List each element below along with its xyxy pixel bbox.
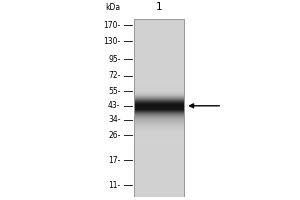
Text: 55-: 55- xyxy=(108,87,121,96)
Text: 34-: 34- xyxy=(108,115,121,124)
Text: kDa: kDa xyxy=(105,3,121,12)
Bar xyxy=(134,19,184,197)
Text: 72-: 72- xyxy=(108,71,121,80)
Text: 11-: 11- xyxy=(108,181,121,190)
Text: 1: 1 xyxy=(155,2,162,12)
Text: 17-: 17- xyxy=(108,156,121,165)
Text: 95-: 95- xyxy=(108,55,121,64)
Text: 130-: 130- xyxy=(103,37,121,46)
Text: 43-: 43- xyxy=(108,101,121,110)
Text: 26-: 26- xyxy=(108,131,121,140)
Text: 170-: 170- xyxy=(103,21,121,30)
